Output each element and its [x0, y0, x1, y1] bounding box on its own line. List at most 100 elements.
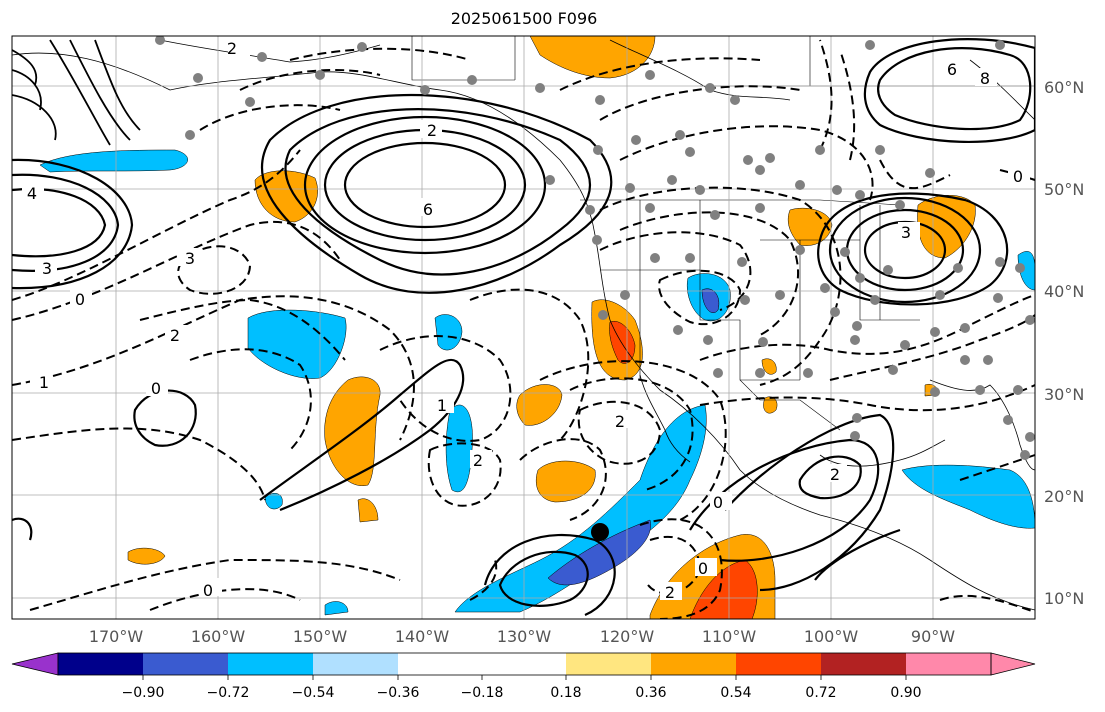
shade-orange-central [324, 376, 381, 487]
shade-orange-baja-west [535, 460, 596, 503]
lat-label: 30°N [1044, 385, 1084, 404]
longitude-labels: 170°W 160°W 150°W 140°W 130°W 120°W 110°… [89, 627, 955, 646]
contour-label: 2 [615, 412, 625, 431]
map-frame [11, 35, 1036, 620]
contour-label: 2 [473, 451, 483, 470]
contour-west-high-a [12, 188, 107, 258]
colorbar-segment [143, 653, 228, 675]
shade-dark-blue-utah [701, 288, 720, 314]
contour-pacific-high-4 [303, 115, 547, 255]
shaded-anomalies [39, 36, 1035, 619]
station-marker [591, 523, 609, 541]
colorbar-tick-label: −0.18 [461, 685, 504, 701]
colorbar-tick-label: −0.90 [122, 685, 165, 701]
shade-cyan-small-2 [264, 493, 283, 510]
shade-dark-blue-core [547, 519, 651, 586]
contour-label: 1 [39, 373, 49, 392]
colorbar-segment [736, 653, 821, 675]
shade-orange-small [357, 498, 379, 523]
colorbar-tick-label: 0.90 [890, 685, 921, 701]
colorbar-right-extend [990, 652, 1036, 676]
shade-orange-texas2 [763, 396, 778, 414]
shade-cyan-north-pacific [39, 149, 188, 173]
contour-label: 0 [698, 559, 708, 578]
colorbar-segment [398, 653, 566, 675]
contour-label: 0 [1013, 167, 1023, 186]
contour-label: 0 [75, 290, 85, 309]
colorbar-segment [566, 653, 651, 675]
colorbar-tick-label: 0.18 [550, 685, 581, 701]
lat-label: 50°N [1044, 180, 1084, 199]
solid-contours [12, 38, 1035, 617]
lon-label: 100°W [804, 627, 859, 646]
contour-label: 3 [901, 223, 911, 242]
colorbar-segment [228, 653, 313, 675]
contour-northeast-b [863, 38, 1035, 143]
colorbar-segment [58, 653, 143, 675]
shade-orange-texas [761, 358, 777, 375]
colorbar-segment [821, 653, 906, 675]
lon-label: 140°W [395, 627, 450, 646]
colorbar: −0.90 −0.72 −0.54 −0.36 −0.18 0.18 0.36 … [11, 652, 1036, 701]
contour-label: 2 [830, 465, 840, 484]
contour-mexico-3 [724, 413, 895, 592]
contour-label: 2 [170, 326, 180, 345]
lon-label: 150°W [293, 627, 348, 646]
lat-label: 60°N [1044, 78, 1084, 97]
contour-pacific-high-3 [284, 108, 592, 276]
nw-contours [12, 39, 141, 146]
shade-orange-offshore [516, 384, 563, 426]
contour-hawaii-ridge [259, 358, 465, 512]
contour-mexico-1 [689, 438, 880, 562]
contour-label: 2 [227, 39, 237, 58]
lon-label: 110°W [702, 627, 757, 646]
contour-label: 2 [427, 121, 437, 140]
map-title: 2025061500 F096 [450, 9, 598, 28]
lon-label: 170°W [89, 627, 144, 646]
contour-label: 0 [713, 493, 723, 512]
lon-label: 160°W [191, 627, 246, 646]
contour-label: 6 [423, 200, 433, 219]
contour-labels: 4 3 6 2 3 0 1 2 0 0 2 2 0 2 [22, 38, 1030, 602]
shade-cyan-small-1 [324, 601, 349, 616]
colorbar-segment [651, 653, 736, 675]
station-dots [155, 36, 1035, 460]
colorbar-tick-label: −0.54 [292, 685, 335, 701]
colorbar-ticks [142, 675, 907, 680]
lat-label: 40°N [1044, 282, 1084, 301]
shade-cyan-mid-pacific [247, 309, 347, 379]
lat-label: 20°N [1044, 487, 1084, 506]
lon-label: 120°W [600, 627, 655, 646]
colorbar-outline [57, 652, 992, 676]
colorbar-left-extend [11, 652, 59, 676]
colorbar-tick-label: −0.36 [377, 685, 420, 701]
lon-label: 90°W [911, 627, 955, 646]
colorbar-tick-label: 0.36 [635, 685, 666, 701]
contour-label: 4 [27, 184, 37, 203]
contour-label: 6 [947, 60, 957, 79]
contour-label: 3 [185, 249, 195, 268]
contour-northeast-a [877, 47, 1032, 131]
contour-label: 0 [151, 379, 161, 398]
contour-label: 3 [42, 259, 52, 278]
contour-south-1 [814, 528, 901, 581]
lat-label: 10°N [1044, 589, 1084, 608]
contour-pacific-high-6 [343, 141, 507, 229]
contour-east-high-3 [828, 196, 982, 304]
colorbar-segment [313, 653, 398, 675]
colorbar-tick-label: −0.72 [207, 685, 250, 701]
contour-mexico-2 [798, 455, 862, 500]
contour-tropical-low-1 [498, 550, 589, 607]
contour-label: 2 [665, 583, 675, 602]
colorbar-tick-label: 0.72 [805, 685, 836, 701]
contour-pacific-high-2 [260, 94, 613, 294]
contour-label: 8 [980, 69, 990, 88]
contour-west-high-c [12, 158, 134, 290]
colorbar-tick-label: 0.54 [720, 685, 751, 701]
contour-sw-1 [12, 517, 33, 541]
shade-orange-hawaii [127, 547, 166, 565]
contour-label: 1 [437, 396, 447, 415]
latitude-labels: 60°N 50°N 40°N 30°N 20°N 10°N [1044, 78, 1084, 608]
colorbar-segment [906, 653, 991, 675]
